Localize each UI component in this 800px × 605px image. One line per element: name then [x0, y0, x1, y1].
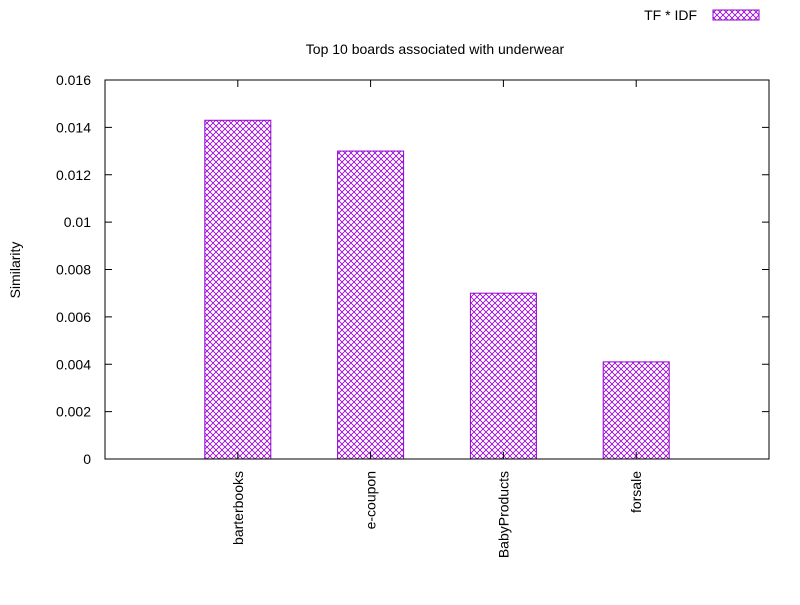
y-tick-label: 0.004 [56, 356, 91, 372]
chart-title: Top 10 boards associated with underwear [306, 41, 565, 57]
x-tick-label: e-coupon [363, 471, 379, 529]
y-tick-label: 0.008 [56, 262, 91, 278]
y-axis-label: Similarity [7, 242, 23, 299]
y-tick-label: 0.002 [56, 404, 91, 420]
y-axis-ticks: 0 0.002 0.004 0.006 0.008 0.01 0.012 0.014 0.016 [56, 72, 769, 467]
y-tick-label: 0.014 [56, 119, 91, 135]
bar-forsale [602, 361, 670, 460]
legend: TF * IDF [644, 7, 760, 23]
x-tick-label: barterbooks [230, 471, 246, 545]
bar-babyproducts [469, 292, 537, 460]
y-tick-label: 0.006 [56, 309, 91, 325]
plot-border [104, 79, 770, 460]
legend-swatch [712, 9, 760, 21]
y-tick-label: 0.016 [56, 72, 91, 88]
legend-label: TF * IDF [644, 7, 697, 23]
y-tick-label: 0 [83, 451, 91, 467]
y-tick-label: 0.01 [64, 214, 91, 230]
bar-barterbooks [204, 119, 272, 460]
bar-e-coupon [337, 150, 405, 460]
bars [204, 119, 670, 460]
x-tick-label: BabyProducts [495, 471, 511, 558]
x-tick-label: forsale [628, 471, 644, 513]
x-axis-tick-labels: barterbooks e-coupon BabyProducts forsale [230, 80, 644, 558]
y-tick-label: 0.012 [56, 167, 91, 183]
